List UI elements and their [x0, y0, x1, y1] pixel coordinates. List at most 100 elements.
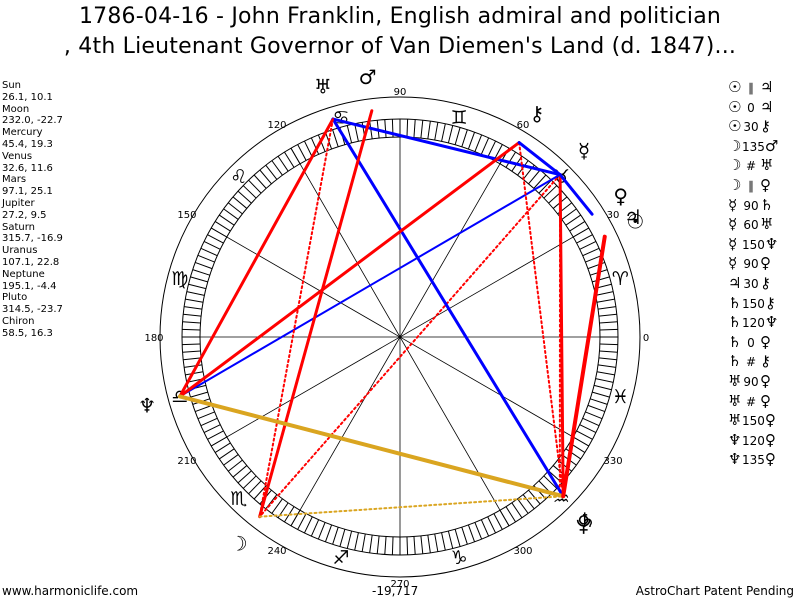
degree-tick — [218, 448, 235, 460]
aspect-line-mercury-saturn — [558, 173, 565, 498]
degree-tick — [420, 535, 424, 554]
aspect-planet2-glyph: ⚷ — [760, 352, 771, 371]
degree-tick — [441, 123, 446, 142]
degree-label: 300 — [513, 546, 532, 557]
aspect-type: # — [745, 394, 757, 409]
degree-tick — [585, 254, 603, 263]
degree-tick — [533, 174, 547, 189]
zodiac-gemini-icon: ♊︎ — [450, 107, 467, 129]
aspect-line-venus-mercury — [558, 173, 594, 216]
aspect-row: ☿ 90♀ — [728, 254, 800, 274]
aspect-planet1-glyph: ☽ — [728, 136, 742, 155]
degree-tick — [505, 151, 516, 168]
aspect-type: 90 — [743, 198, 759, 213]
website-link[interactable]: www.harmoniclife.com — [2, 584, 139, 598]
degree-tick — [184, 364, 203, 368]
degree-tick — [197, 411, 215, 420]
degree-tick — [598, 313, 617, 317]
degree-tick — [232, 196, 248, 209]
degree-tick — [505, 506, 516, 523]
degree-tick — [596, 371, 615, 376]
degree-tick — [528, 169, 541, 185]
planet-name-sun: Sun — [2, 80, 22, 91]
aspect-row: ♅150♀ — [728, 411, 800, 431]
aspect-planet2-glyph: ♃ — [760, 97, 774, 116]
degree-label: 330 — [603, 456, 622, 467]
degree-tick — [369, 121, 373, 140]
degree-label: 240 — [267, 546, 286, 557]
chart-score: -19,717 — [372, 584, 419, 598]
zodiac-cancer-icon: ♋︎ — [332, 107, 349, 129]
aspect-planet1-glyph: ☉ — [728, 117, 742, 136]
degree-tick — [183, 313, 202, 317]
aspect-line-mercury-uranus — [331, 117, 562, 177]
degree-tick — [474, 522, 483, 540]
degree-tick — [310, 137, 320, 155]
aspect-planet2-glyph: ♀ — [760, 175, 771, 194]
degree-tick — [592, 391, 610, 398]
aspect-line-moon-saturn — [258, 495, 565, 518]
planet-name-moon: Moon — [2, 103, 30, 115]
degree-tick — [248, 480, 262, 495]
degree-tick — [200, 247, 218, 257]
zodiac-scorpio-icon: ♏︎ — [230, 488, 247, 510]
aspect-line-chiron-mercury — [517, 141, 562, 177]
planet-chiron-icon: ⚷︎ — [530, 102, 545, 126]
aspect-planet1-glyph: ♄ — [728, 332, 742, 351]
degree-tick — [561, 208, 577, 220]
aspect-type: 0 — [747, 335, 755, 350]
aspect-planet2-glyph: ♀ — [764, 411, 776, 430]
degree-tick — [480, 137, 490, 155]
degree-tick — [203, 240, 221, 250]
aspect-row: ☉ 0 ♃ — [728, 98, 800, 118]
aspect-row: ♃ 30⚷ — [728, 274, 800, 294]
degree-tick — [480, 519, 490, 537]
aspect-planet1-glyph: ☿ — [728, 215, 738, 234]
aspect-type: 135 — [742, 139, 765, 154]
degree-tick — [587, 404, 606, 413]
degree-tick — [543, 475, 558, 489]
degree-tick — [232, 465, 248, 478]
zodiac-pisces-icon: ♓︎ — [612, 386, 629, 408]
planet-pluto-icon — [578, 515, 589, 525]
degree-tick — [317, 134, 326, 152]
aspect-row: ♄120♆ — [728, 313, 800, 333]
degree-tick — [214, 442, 231, 453]
aspect-line-mercury-neptune — [178, 173, 562, 398]
degree-tick — [271, 498, 283, 514]
degree-label: 120 — [267, 120, 286, 131]
aspect-row: ☽ # ♅ — [728, 156, 800, 176]
aspect-planet1-glyph: ☽ — [728, 175, 742, 194]
degree-tick — [517, 498, 529, 514]
aspect-planet1-glyph: ♅ — [728, 371, 742, 390]
aspect-planet2-glyph: ♀ — [764, 450, 776, 469]
degree-tick — [595, 291, 614, 296]
degree-tick — [493, 513, 503, 530]
degree-tick — [182, 328, 201, 331]
degree-tick — [582, 247, 600, 257]
aspect-planet1-glyph: ♄ — [728, 293, 742, 312]
degree-label: 150 — [177, 210, 196, 221]
degree-tick — [522, 494, 535, 510]
degree-tick — [467, 524, 476, 543]
aspect-planet1-glyph: ♃ — [728, 273, 742, 292]
aspect-planet2-glyph: ♄ — [760, 195, 774, 214]
degree-tick — [203, 424, 221, 434]
aspect-line-chiron-saturn — [518, 141, 565, 498]
degree-tick — [248, 179, 262, 194]
chart-title-line2: , 4th Lieutenant Governor of Van Diemen'… — [63, 34, 737, 59]
aspect-planet2-glyph: ♆ — [764, 313, 779, 332]
degree-tick — [511, 502, 523, 519]
planet-coords-sun: 26.1, 10.1 — [2, 91, 53, 103]
degree-tick — [188, 283, 207, 290]
aspect-line-uranus-saturn — [331, 117, 565, 498]
degree-tick — [223, 454, 239, 466]
planet-coords-mars: 97.1, 25.1 — [2, 186, 53, 198]
aspect-planet1-glyph: ☉ — [728, 97, 742, 116]
degree-tick — [569, 221, 586, 232]
degree-tick — [303, 516, 313, 534]
planet-name-pluto: Pluto — [2, 292, 28, 304]
degree-tick — [253, 174, 267, 189]
planet-jupiter-icon: ♃︎ — [624, 205, 642, 229]
degree-tick — [182, 343, 201, 346]
